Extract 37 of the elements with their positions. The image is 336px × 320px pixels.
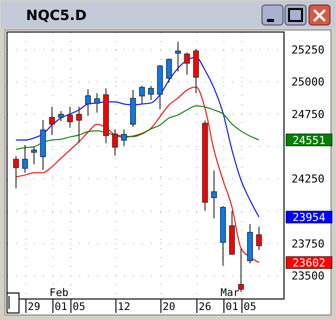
x-tick-label: 26	[198, 301, 212, 313]
y-tick-label: 25250	[291, 43, 325, 56]
x-tick-label: Mar 01	[220, 287, 240, 313]
chart-title: NQC5.D	[26, 8, 87, 24]
candlestick	[49, 106, 55, 136]
y-tick-label: 23602	[292, 256, 326, 270]
candlestick	[31, 146, 37, 165]
candlestick	[85, 88, 91, 116]
candlestick	[175, 41, 181, 72]
y-tick-label: 25000	[291, 76, 325, 89]
candlestick	[94, 92, 100, 114]
x-tick-label: 29	[28, 301, 40, 313]
candlestick	[112, 128, 118, 156]
x-tick-label: 12	[118, 301, 130, 313]
candlestick	[121, 128, 127, 146]
x-tick-label: 20	[162, 301, 176, 313]
y-tick-label: 23954	[292, 210, 326, 224]
candlestick	[58, 110, 64, 122]
y-tick-label: 23500	[291, 270, 325, 283]
line-series	[16, 86, 260, 264]
candlestick	[211, 170, 217, 219]
candlestick	[256, 226, 262, 251]
candlestick	[148, 86, 154, 100]
candlestick	[67, 106, 73, 128]
y-tick-label: 24551	[292, 134, 326, 147]
candlestick	[166, 58, 172, 84]
x-tick-label: Feb 01	[50, 287, 68, 313]
x-tick-label: 05	[72, 301, 86, 313]
candlestick	[22, 144, 28, 174]
x-tick-label: 05	[244, 301, 256, 313]
candlestick	[184, 52, 190, 76]
y-tick-label: 24250	[291, 172, 325, 186]
candlestick	[76, 106, 82, 144]
line-series	[16, 105, 260, 150]
candlestick	[139, 85, 145, 104]
y-tick-label: 23750	[291, 237, 325, 250]
y-tick-label: 24750	[291, 108, 325, 122]
